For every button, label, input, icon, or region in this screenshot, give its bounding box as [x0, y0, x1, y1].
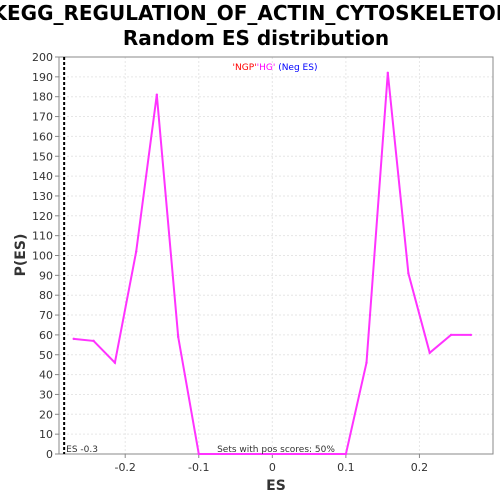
x-axis-label: ES: [266, 478, 286, 494]
legend-part-ngp: 'NGP': [233, 63, 257, 73]
series-point: [407, 272, 410, 275]
y-tick-label: 50: [39, 349, 53, 362]
series-point: [72, 337, 75, 341]
y-tick-label: 40: [39, 369, 53, 382]
y-tick-label: 70: [39, 309, 53, 322]
grid-layer: [59, 56, 493, 455]
series-point: [344, 452, 348, 456]
y-tick-label: 110: [32, 230, 53, 243]
series-point: [135, 250, 138, 253]
y-tick-label: 10: [39, 428, 53, 441]
y-tick-label: 80: [39, 289, 53, 302]
x-tick-label: -0.1: [188, 461, 209, 474]
series-point: [197, 452, 200, 456]
series-point: [469, 333, 473, 337]
series-line: [73, 72, 471, 455]
series-point: [449, 333, 453, 337]
x-tick-label: 0: [269, 461, 276, 474]
y-tick-label: 0: [46, 448, 53, 461]
x-axis: -0.2 -0.1 0 0.1 0.2: [114, 454, 428, 474]
series-points: [72, 71, 473, 456]
y-tick-label: 170: [32, 111, 53, 124]
legend: 'NGP''HG' (Neg ES): [233, 63, 318, 73]
pos-scores-annotation: Sets with pos scores: 50%: [217, 445, 335, 455]
y-tick-label: 90: [39, 269, 53, 282]
y-tick-label: 30: [39, 388, 53, 401]
x-tick-label: 0.1: [337, 461, 355, 474]
x-tick-label: 0.2: [411, 461, 429, 474]
series-point: [155, 93, 159, 96]
y-axis-label: P(ES): [13, 234, 29, 277]
y-tick-label: 130: [32, 190, 53, 203]
legend-part-neg-es: (Neg ES): [275, 63, 317, 73]
series-point: [113, 361, 117, 364]
series-point: [176, 335, 180, 339]
y-tick-label: 180: [32, 91, 53, 104]
y-tick-label: 160: [32, 130, 53, 143]
chart-title-line2: Random ES distribution: [123, 26, 389, 50]
series-point: [386, 71, 390, 75]
y-tick-label: 200: [32, 51, 53, 64]
y-tick-label: 150: [32, 150, 53, 163]
y-axis: 0 10 20 30 40 50 60 70 80 90 100 110 120 130 140 150 160…: [32, 51, 59, 461]
y-tick-label: 100: [32, 250, 53, 263]
es-marker-label: ES -0.3: [66, 445, 98, 455]
y-tick-label: 20: [39, 408, 53, 421]
y-tick-label: 140: [32, 170, 53, 183]
y-tick-label: 60: [39, 329, 53, 342]
legend-part-hg: 'HG': [257, 63, 276, 73]
y-tick-label: 120: [32, 210, 53, 223]
series-point: [92, 339, 95, 343]
series-point: [365, 361, 368, 364]
y-tick-label: 190: [32, 71, 53, 84]
x-tick-label: -0.2: [114, 461, 135, 474]
chart-title-line1: KEGG_REGULATION_OF_ACTIN_CYTOSKELETON:: [0, 1, 500, 25]
series-point: [428, 351, 431, 354]
